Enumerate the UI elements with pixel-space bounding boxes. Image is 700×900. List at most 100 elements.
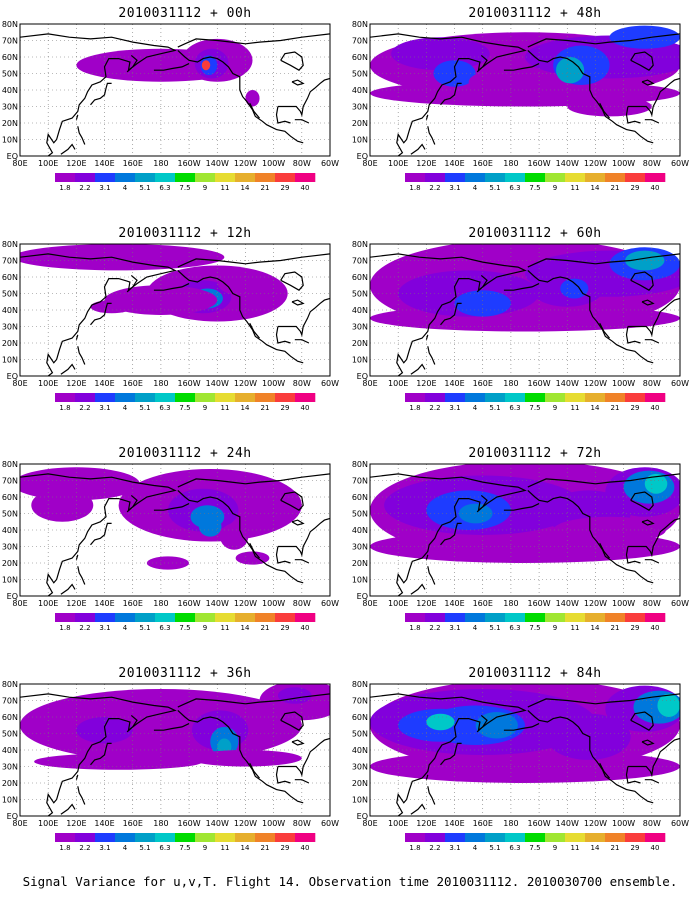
lon-tick-label: 100W: [262, 599, 285, 608]
coastline: [641, 519, 655, 526]
coastline: [425, 774, 429, 780]
colorbar-swatch: [505, 393, 526, 402]
coastline: [503, 283, 540, 291]
colorbar-swatch: [75, 173, 96, 182]
coastline: [427, 346, 436, 365]
colorbar-label: 5.1: [489, 184, 500, 192]
lon-tick-label: 80E: [12, 379, 27, 388]
coastline: [77, 346, 86, 365]
lon-tick-label: 160W: [527, 159, 550, 168]
coastline: [126, 274, 138, 293]
colorbar-swatch: [605, 173, 626, 182]
colorbar-label: 11: [571, 624, 580, 632]
lon-tick-label: 120W: [584, 819, 607, 828]
colorbar-swatch: [275, 613, 296, 622]
contour-fill: [426, 713, 455, 731]
lon-tick-label: 120W: [234, 599, 257, 608]
coastline: [503, 63, 540, 71]
lon-tick-label: 60W: [671, 599, 689, 608]
contour-fill: [609, 25, 680, 49]
colorbar-label: 9: [203, 404, 207, 412]
colorbar-swatch: [605, 393, 626, 402]
panel-36h: 2010031112 + 36h EQ 10N 20N 30N 40N 50N 60N 70N 8…: [2, 664, 350, 869]
colorbar-swatch: [55, 393, 76, 402]
coastline: [440, 302, 462, 326]
coastline: [177, 473, 330, 488]
coastline: [153, 723, 190, 731]
coastline: [177, 693, 330, 708]
colorbar-label: 21: [261, 404, 270, 412]
lat-tick-label: 70N: [2, 697, 18, 706]
colorbar-label: 6.3: [509, 404, 520, 412]
colorbar-swatch: [215, 833, 236, 842]
colorbar-swatch: [95, 393, 116, 402]
lat-tick-label: EQ: [7, 372, 18, 381]
lon-tick-label: 80W: [293, 819, 311, 828]
colorbar-swatch: [445, 173, 466, 182]
lat-tick-label: 30N: [2, 103, 18, 112]
colorbar-label: 5.1: [489, 624, 500, 632]
coastline: [177, 489, 304, 584]
coastline: [20, 253, 177, 376]
colorbar-label: 4: [473, 844, 478, 852]
colorbar-label: 3.1: [99, 404, 110, 412]
coastline: [177, 709, 304, 804]
lat-tick-label: 50N: [2, 290, 18, 299]
lon-tick-label: 80W: [293, 159, 311, 168]
colorbar-swatch: [295, 613, 316, 622]
coastline: [625, 546, 641, 564]
lon-tick-label: 160W: [177, 599, 200, 608]
colorbar-label: 1.8: [59, 624, 70, 632]
coastline: [294, 559, 310, 564]
lon-tick-label: 120W: [584, 159, 607, 168]
colorbar-swatch: [155, 173, 176, 182]
colorbar-swatch: [75, 613, 96, 622]
coastline: [627, 517, 680, 557]
lat-tick-label: 10N: [352, 576, 368, 585]
lon-tick-label: 80W: [293, 599, 311, 608]
colorbar-swatch: [235, 393, 256, 402]
lon-tick-label: 140E: [444, 379, 464, 388]
panel-24h: 2010031112 + 24h EQ 10N 20N 30N 40N 50N 60N 70N 8…: [2, 444, 350, 649]
lon-tick-label: 160E: [473, 159, 493, 168]
colorbar-swatch: [545, 173, 566, 182]
lat-tick-label: 50N: [2, 510, 18, 519]
colorbar-swatch: [625, 173, 646, 182]
coastline: [249, 322, 260, 339]
panel-72h: 2010031112 + 72h EQ 10N 20N 30N 40N 50N 60N 70N 8…: [352, 444, 700, 649]
colorbar-swatch: [215, 613, 236, 622]
lon-tick-label: 100W: [612, 599, 635, 608]
colorbar-swatch: [255, 833, 276, 842]
colorbar-label: 14: [241, 184, 250, 192]
colorbar-swatch: [465, 173, 486, 182]
colorbar-swatch: [405, 833, 426, 842]
colorbar-label: 29: [631, 184, 640, 192]
coastline: [75, 554, 79, 560]
colorbar-swatch: [215, 173, 236, 182]
coastline: [627, 297, 680, 337]
colorbar-swatch: [405, 173, 426, 182]
colorbar-swatch: [175, 173, 196, 182]
lon-tick-label: 80E: [12, 599, 27, 608]
lon-tick-label: 100E: [388, 379, 408, 388]
panel-title: 2010031112 + 12h: [118, 226, 252, 241]
lat-tick-label: 10N: [2, 356, 18, 365]
coastline: [90, 302, 112, 326]
coastline: [294, 779, 310, 784]
lat-tick-label: 20N: [352, 119, 368, 128]
lat-tick-label: 40N: [352, 86, 368, 95]
colorbar-label: 11: [571, 404, 580, 412]
colorbar-label: 2.2: [79, 624, 90, 632]
lat-tick-label: 80N: [2, 240, 18, 249]
contour-fill: [146, 556, 190, 570]
colorbar-label: 7.5: [529, 404, 540, 412]
coastline: [425, 114, 429, 120]
colorbar-label: 14: [591, 404, 600, 412]
colorbar-swatch: [155, 613, 176, 622]
contour-fill: [235, 551, 270, 565]
colorbar-swatch: [505, 173, 526, 182]
colorbar-swatch: [95, 613, 116, 622]
colorbar-swatch: [195, 613, 216, 622]
colorbar-label: 29: [631, 624, 640, 632]
colorbar-label: 3.1: [449, 624, 460, 632]
